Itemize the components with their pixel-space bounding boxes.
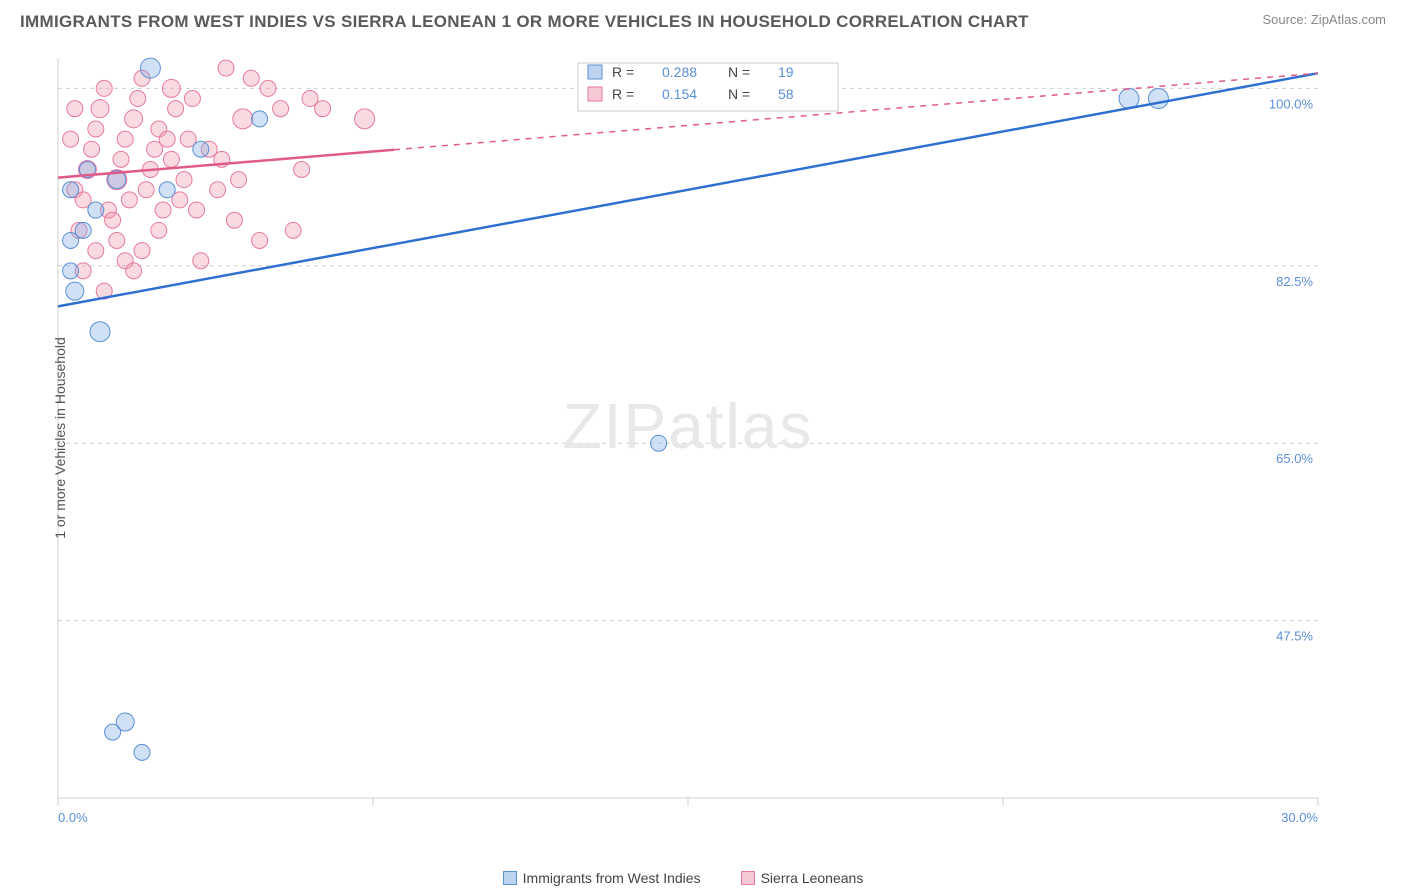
trend-line-extrapolated [394,73,1318,150]
data-point [88,121,104,137]
data-point [162,79,180,97]
data-point [285,222,301,238]
data-point [134,744,150,760]
legend-swatch [741,871,755,885]
data-point [63,182,79,198]
data-point [96,80,112,96]
data-point [134,243,150,259]
data-point [184,91,200,107]
data-point [88,243,104,259]
svg-text:N =: N = [728,64,750,80]
data-point [168,101,184,117]
data-point [252,232,268,248]
data-point [231,172,247,188]
svg-text:R =: R = [612,86,634,102]
data-point [176,172,192,188]
data-point [159,182,175,198]
svg-text:0.154: 0.154 [662,86,697,102]
svg-text:65.0%: 65.0% [1276,451,1313,466]
data-point [138,182,154,198]
source-credit: Source: ZipAtlas.com [1262,12,1386,27]
svg-text:ZIPatlas: ZIPatlas [563,390,814,462]
svg-text:19: 19 [778,64,794,80]
legend-label: Sierra Leoneans [761,870,864,886]
data-point [243,70,259,86]
data-point [155,202,171,218]
legend-label: Immigrants from West Indies [523,870,701,886]
data-point [193,253,209,269]
data-point [105,724,121,740]
data-point [67,101,83,117]
data-point [88,202,104,218]
data-point [273,101,289,117]
data-point [355,109,375,129]
data-point [210,182,226,198]
data-point [91,100,109,118]
data-point [260,80,276,96]
data-point [140,58,160,78]
legend-swatch [588,65,602,79]
data-point [109,232,125,248]
data-point [218,60,234,76]
data-point [130,91,146,107]
data-point [1148,89,1168,109]
data-point [125,110,143,128]
svg-text:47.5%: 47.5% [1276,629,1313,644]
data-point [163,151,179,167]
data-point [113,151,129,167]
legend-swatch [503,871,517,885]
legend-swatch [588,87,602,101]
svg-text:N =: N = [728,86,750,102]
data-point [121,192,137,208]
y-axis-label: 1 or more Vehicles in Household [52,337,68,539]
svg-text:58: 58 [778,86,794,102]
data-point [63,131,79,147]
data-point [189,202,205,218]
chart-title: IMMIGRANTS FROM WEST INDIES VS SIERRA LE… [20,12,1029,32]
data-point [226,212,242,228]
data-point [75,222,91,238]
data-point [252,111,268,127]
chart-area: 1 or more Vehicles in Household 47.5% 65.… [48,48,1348,828]
data-point [233,109,253,129]
bottom-legend: Immigrants from West Indies Sierra Leonea… [0,870,1406,886]
data-point [1119,89,1139,109]
data-point [159,131,175,147]
data-point [105,212,121,228]
data-point [151,222,167,238]
data-point [126,263,142,279]
data-point [66,282,84,300]
svg-text:30.0%: 30.0% [1281,810,1318,825]
data-point [193,141,209,157]
data-point [90,322,110,342]
data-point [651,435,667,451]
svg-text:R =: R = [612,64,634,80]
svg-text:0.288: 0.288 [662,64,697,80]
data-point [84,141,100,157]
scatter-plot: 47.5% 65.0% 82.5% 100.0% 0.0% 30.0% ZIPatlas R … [48,48,1348,828]
data-point [294,162,310,178]
data-point [63,263,79,279]
svg-text:100.0%: 100.0% [1269,96,1314,111]
data-point [117,131,133,147]
svg-text:0.0%: 0.0% [58,810,88,825]
svg-text:82.5%: 82.5% [1276,274,1313,289]
data-point [315,101,331,117]
